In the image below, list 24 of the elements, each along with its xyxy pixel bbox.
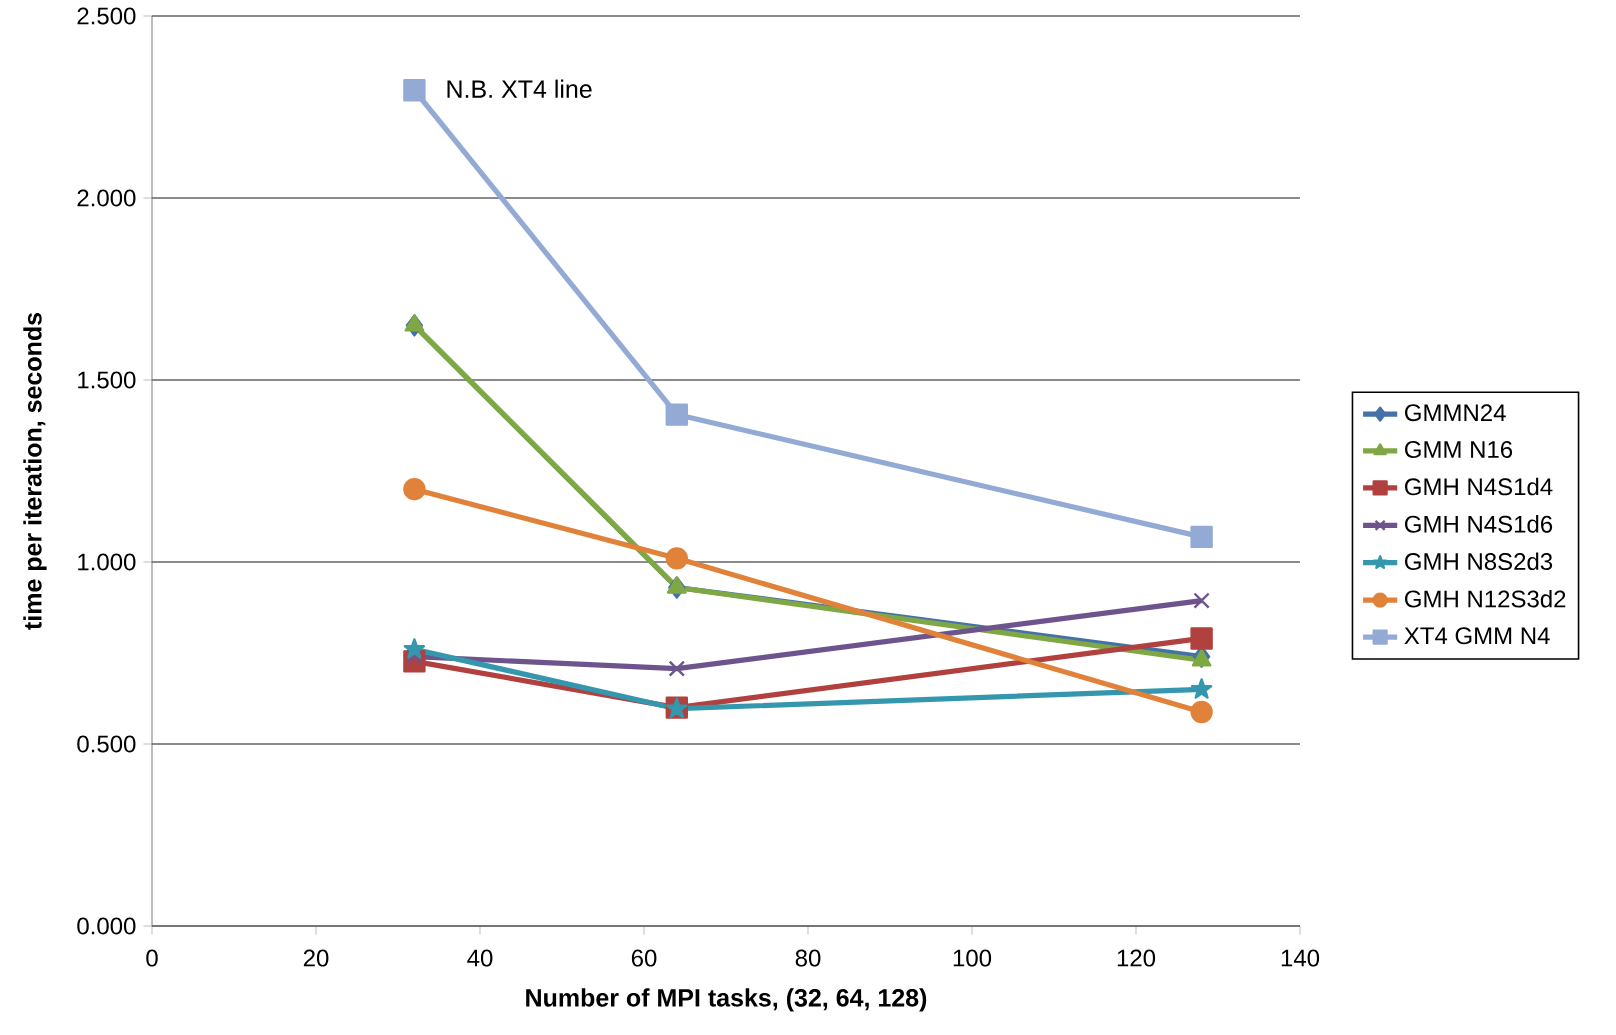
y-axis-title: time per iteration, seconds <box>23 312 47 630</box>
legend-label: GMH N4S1d6 <box>1405 515 1553 533</box>
x-tick-label: 80 <box>795 949 821 967</box>
legend-label: GMH N8S2d3 <box>1405 552 1553 571</box>
y-tick-label: 2.000 <box>77 189 136 207</box>
y-tick-label: 2.500 <box>77 7 136 25</box>
x-tick-label: 100 <box>953 949 992 967</box>
y-tick-label: 1.500 <box>78 371 136 389</box>
x-tick-label: 20 <box>303 949 329 967</box>
y-tick-label: 0.000 <box>77 917 136 935</box>
x-axis-title: Number of MPI tasks, (32, 64, 128) <box>526 988 927 1012</box>
legend-label: GMMN24 <box>1405 404 1506 422</box>
x-tick-label: 140 <box>1281 949 1320 967</box>
legend-label: GMH N4S1d4 <box>1405 477 1553 496</box>
legend-label: XT4 GMM N4 <box>1404 627 1550 645</box>
x-tick-label: 40 <box>467 949 493 967</box>
y-tick-label: 1.000 <box>78 553 136 571</box>
annotation: N.B. XT4 line <box>447 79 592 98</box>
x-tick-label: 120 <box>1117 949 1156 967</box>
x-tick-label: 0 <box>146 949 158 967</box>
legend-label: GMM N16 <box>1405 440 1513 458</box>
legend-label: GMH N12S3d2 <box>1405 589 1566 608</box>
y-tick-label: 0.500 <box>77 735 136 753</box>
x-tick-label: 60 <box>631 949 657 967</box>
